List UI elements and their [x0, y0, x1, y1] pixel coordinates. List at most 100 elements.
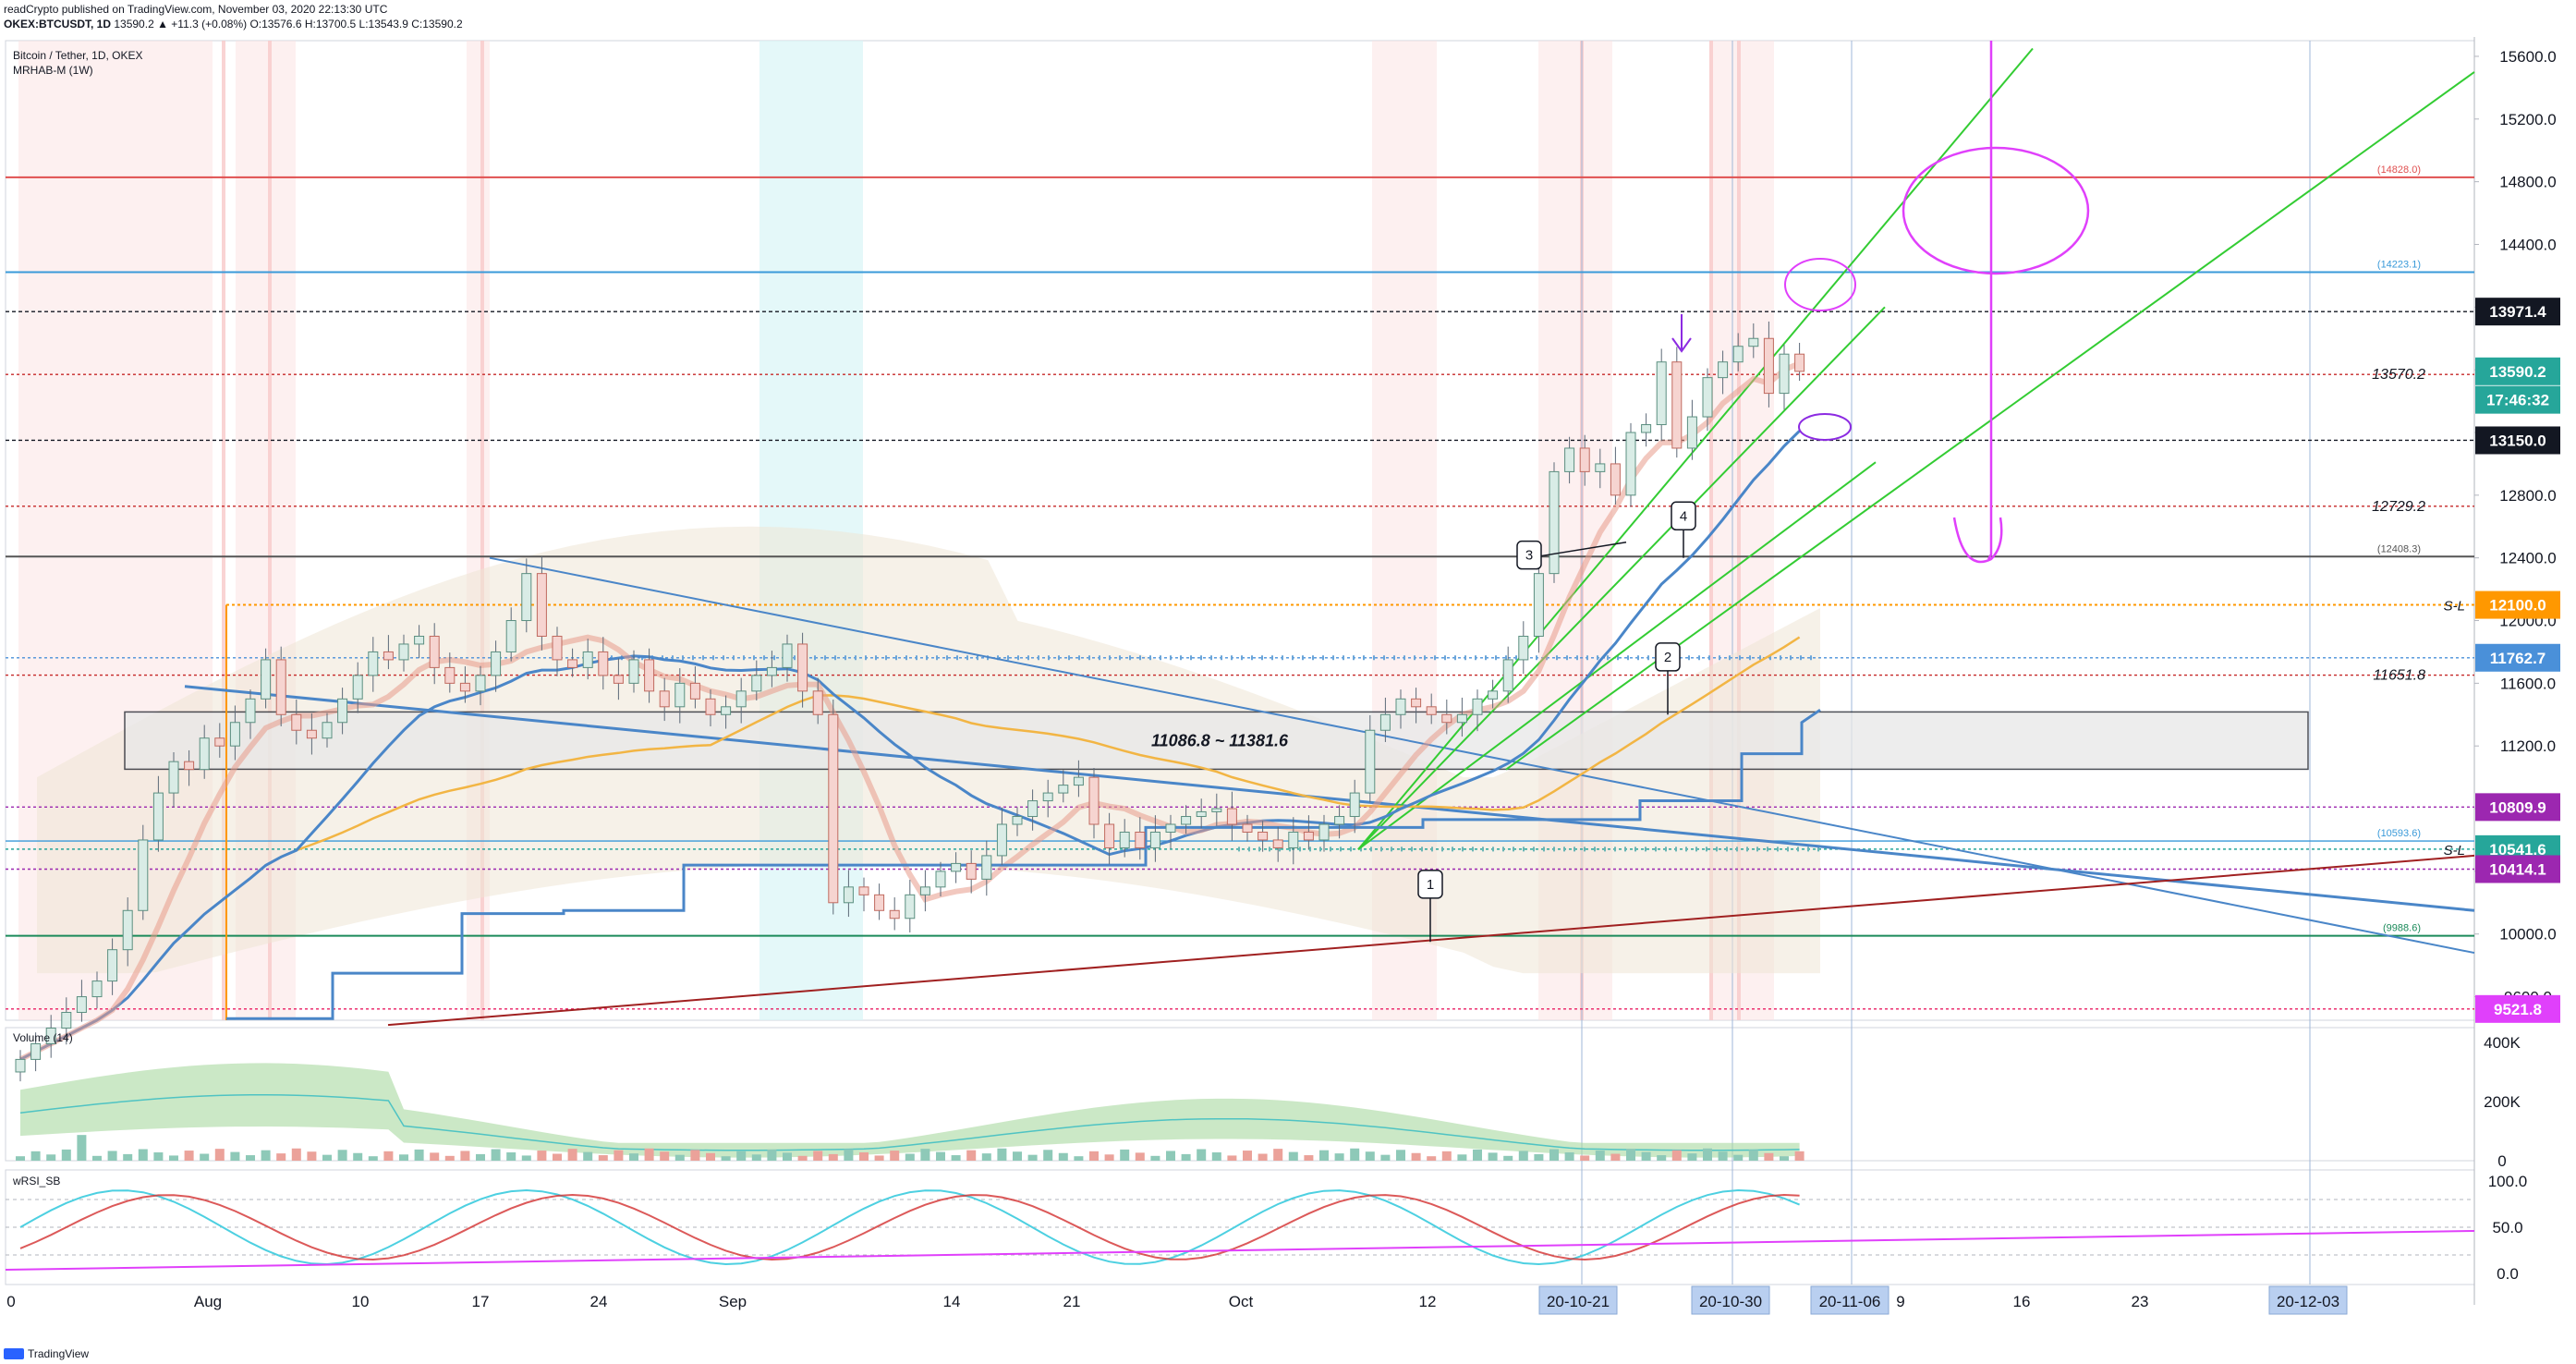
highlight-stripe	[222, 41, 225, 1020]
candle	[306, 712, 317, 755]
candle	[981, 840, 992, 896]
time-tick-label: 20-10-30	[1699, 1293, 1762, 1310]
candle-up	[751, 675, 762, 692]
callout-box	[1516, 540, 1542, 570]
volume-bar	[951, 1155, 961, 1161]
volume-bar	[184, 1151, 194, 1161]
candle	[1748, 323, 1759, 359]
candle-down	[1411, 698, 1422, 708]
candle-up	[1196, 810, 1207, 818]
time-marker-box	[1810, 1285, 1889, 1315]
candle	[199, 725, 210, 779]
volume-bar	[1488, 1152, 1498, 1161]
candle-up	[628, 659, 639, 684]
candle-down	[214, 737, 225, 747]
volume-bar	[567, 1149, 577, 1161]
projection-arrowhead	[1952, 517, 2003, 564]
volume-bar	[1227, 1155, 1237, 1161]
volume-tick-label: 0	[2497, 1152, 2506, 1170]
candle-up	[721, 706, 732, 715]
volume-bar	[1211, 1151, 1221, 1161]
volume-bar	[1380, 1154, 1391, 1161]
price-tag-bg	[2475, 426, 2560, 455]
price-tag-bg	[2475, 994, 2560, 1023]
candle-down	[874, 894, 885, 911]
candle	[751, 660, 762, 701]
range-box	[124, 711, 2309, 771]
price-tag-bg	[2475, 385, 2560, 414]
candle-up	[1625, 432, 1636, 496]
candle	[1671, 347, 1683, 458]
volume-bar	[1181, 1153, 1191, 1161]
callout-2: 2	[1655, 642, 1681, 715]
fan-trend-line	[1357, 47, 2034, 850]
candle-down	[966, 862, 977, 880]
candle	[582, 639, 593, 680]
candle	[521, 558, 532, 633]
price-tag-text: 17:46:32	[2486, 392, 2549, 409]
time-marker-box	[1538, 1285, 1618, 1315]
candle-down	[444, 666, 456, 684]
candle	[721, 695, 732, 729]
candle	[674, 668, 686, 724]
volume-bar	[1197, 1149, 1207, 1161]
volume-bar	[460, 1151, 470, 1161]
price-tag-text: 10414.1	[2489, 860, 2546, 878]
callout-4: 4	[1671, 501, 1696, 558]
volume-bar	[1243, 1151, 1252, 1161]
time-tick-label: Aug	[194, 1293, 222, 1310]
volume-bar	[1794, 1151, 1804, 1161]
candle-up	[122, 909, 133, 951]
candle-down	[1426, 706, 1437, 715]
candle	[1686, 399, 1697, 460]
candle-down	[1763, 337, 1774, 395]
volume-bar	[246, 1155, 255, 1161]
candle	[505, 607, 516, 662]
price-tag-text: 10541.6	[2489, 841, 2546, 859]
candle-down	[889, 909, 900, 919]
candle-up	[1533, 573, 1544, 637]
volume-bar	[1135, 1152, 1145, 1161]
volume-bar	[200, 1153, 210, 1161]
candle-up	[1549, 470, 1560, 575]
price-tick-label: 15200.0	[2499, 111, 2556, 128]
candle	[1318, 814, 1330, 852]
time-tick-label: Oct	[1229, 1293, 1254, 1310]
candle	[1211, 793, 1222, 826]
candle	[889, 897, 900, 931]
volume-bar	[261, 1150, 271, 1161]
candle	[1564, 436, 1575, 484]
candle	[138, 824, 149, 920]
volume-bar	[1703, 1148, 1712, 1161]
volume-bar	[706, 1152, 715, 1161]
candle-up	[1718, 361, 1729, 379]
candle	[1042, 779, 1053, 818]
volume-bar	[399, 1154, 408, 1161]
price-tag-text: 11762.7	[2490, 650, 2546, 667]
volume-bar	[1104, 1154, 1114, 1161]
volume-bar	[1733, 1154, 1744, 1161]
highlight-stripe	[480, 41, 484, 1020]
range-box-label: 11086.8 ~ 11381.6	[1151, 731, 1289, 749]
candle-up	[981, 855, 992, 880]
candle	[1579, 434, 1590, 486]
price-tag-text: 12100.0	[2489, 597, 2546, 615]
candle-down	[383, 651, 394, 661]
candle-up	[414, 635, 425, 645]
candle	[1379, 697, 1391, 742]
volume-bar	[1441, 1151, 1452, 1161]
candle-up	[1012, 816, 1023, 825]
candle	[1411, 688, 1422, 724]
candle	[1226, 791, 1237, 841]
volume-bar	[61, 1149, 71, 1161]
volume-bar	[214, 1149, 225, 1161]
volume-bar	[1457, 1154, 1467, 1161]
price-tag-bg	[2475, 298, 2560, 326]
rsi-tick-label: 100.0	[2488, 1173, 2528, 1190]
price-tag-text: 10809.9	[2489, 798, 2546, 816]
callout-number: 1	[1427, 877, 1434, 893]
volume-bar	[690, 1150, 700, 1161]
candle-down	[828, 713, 839, 904]
volume-bar	[936, 1151, 945, 1161]
